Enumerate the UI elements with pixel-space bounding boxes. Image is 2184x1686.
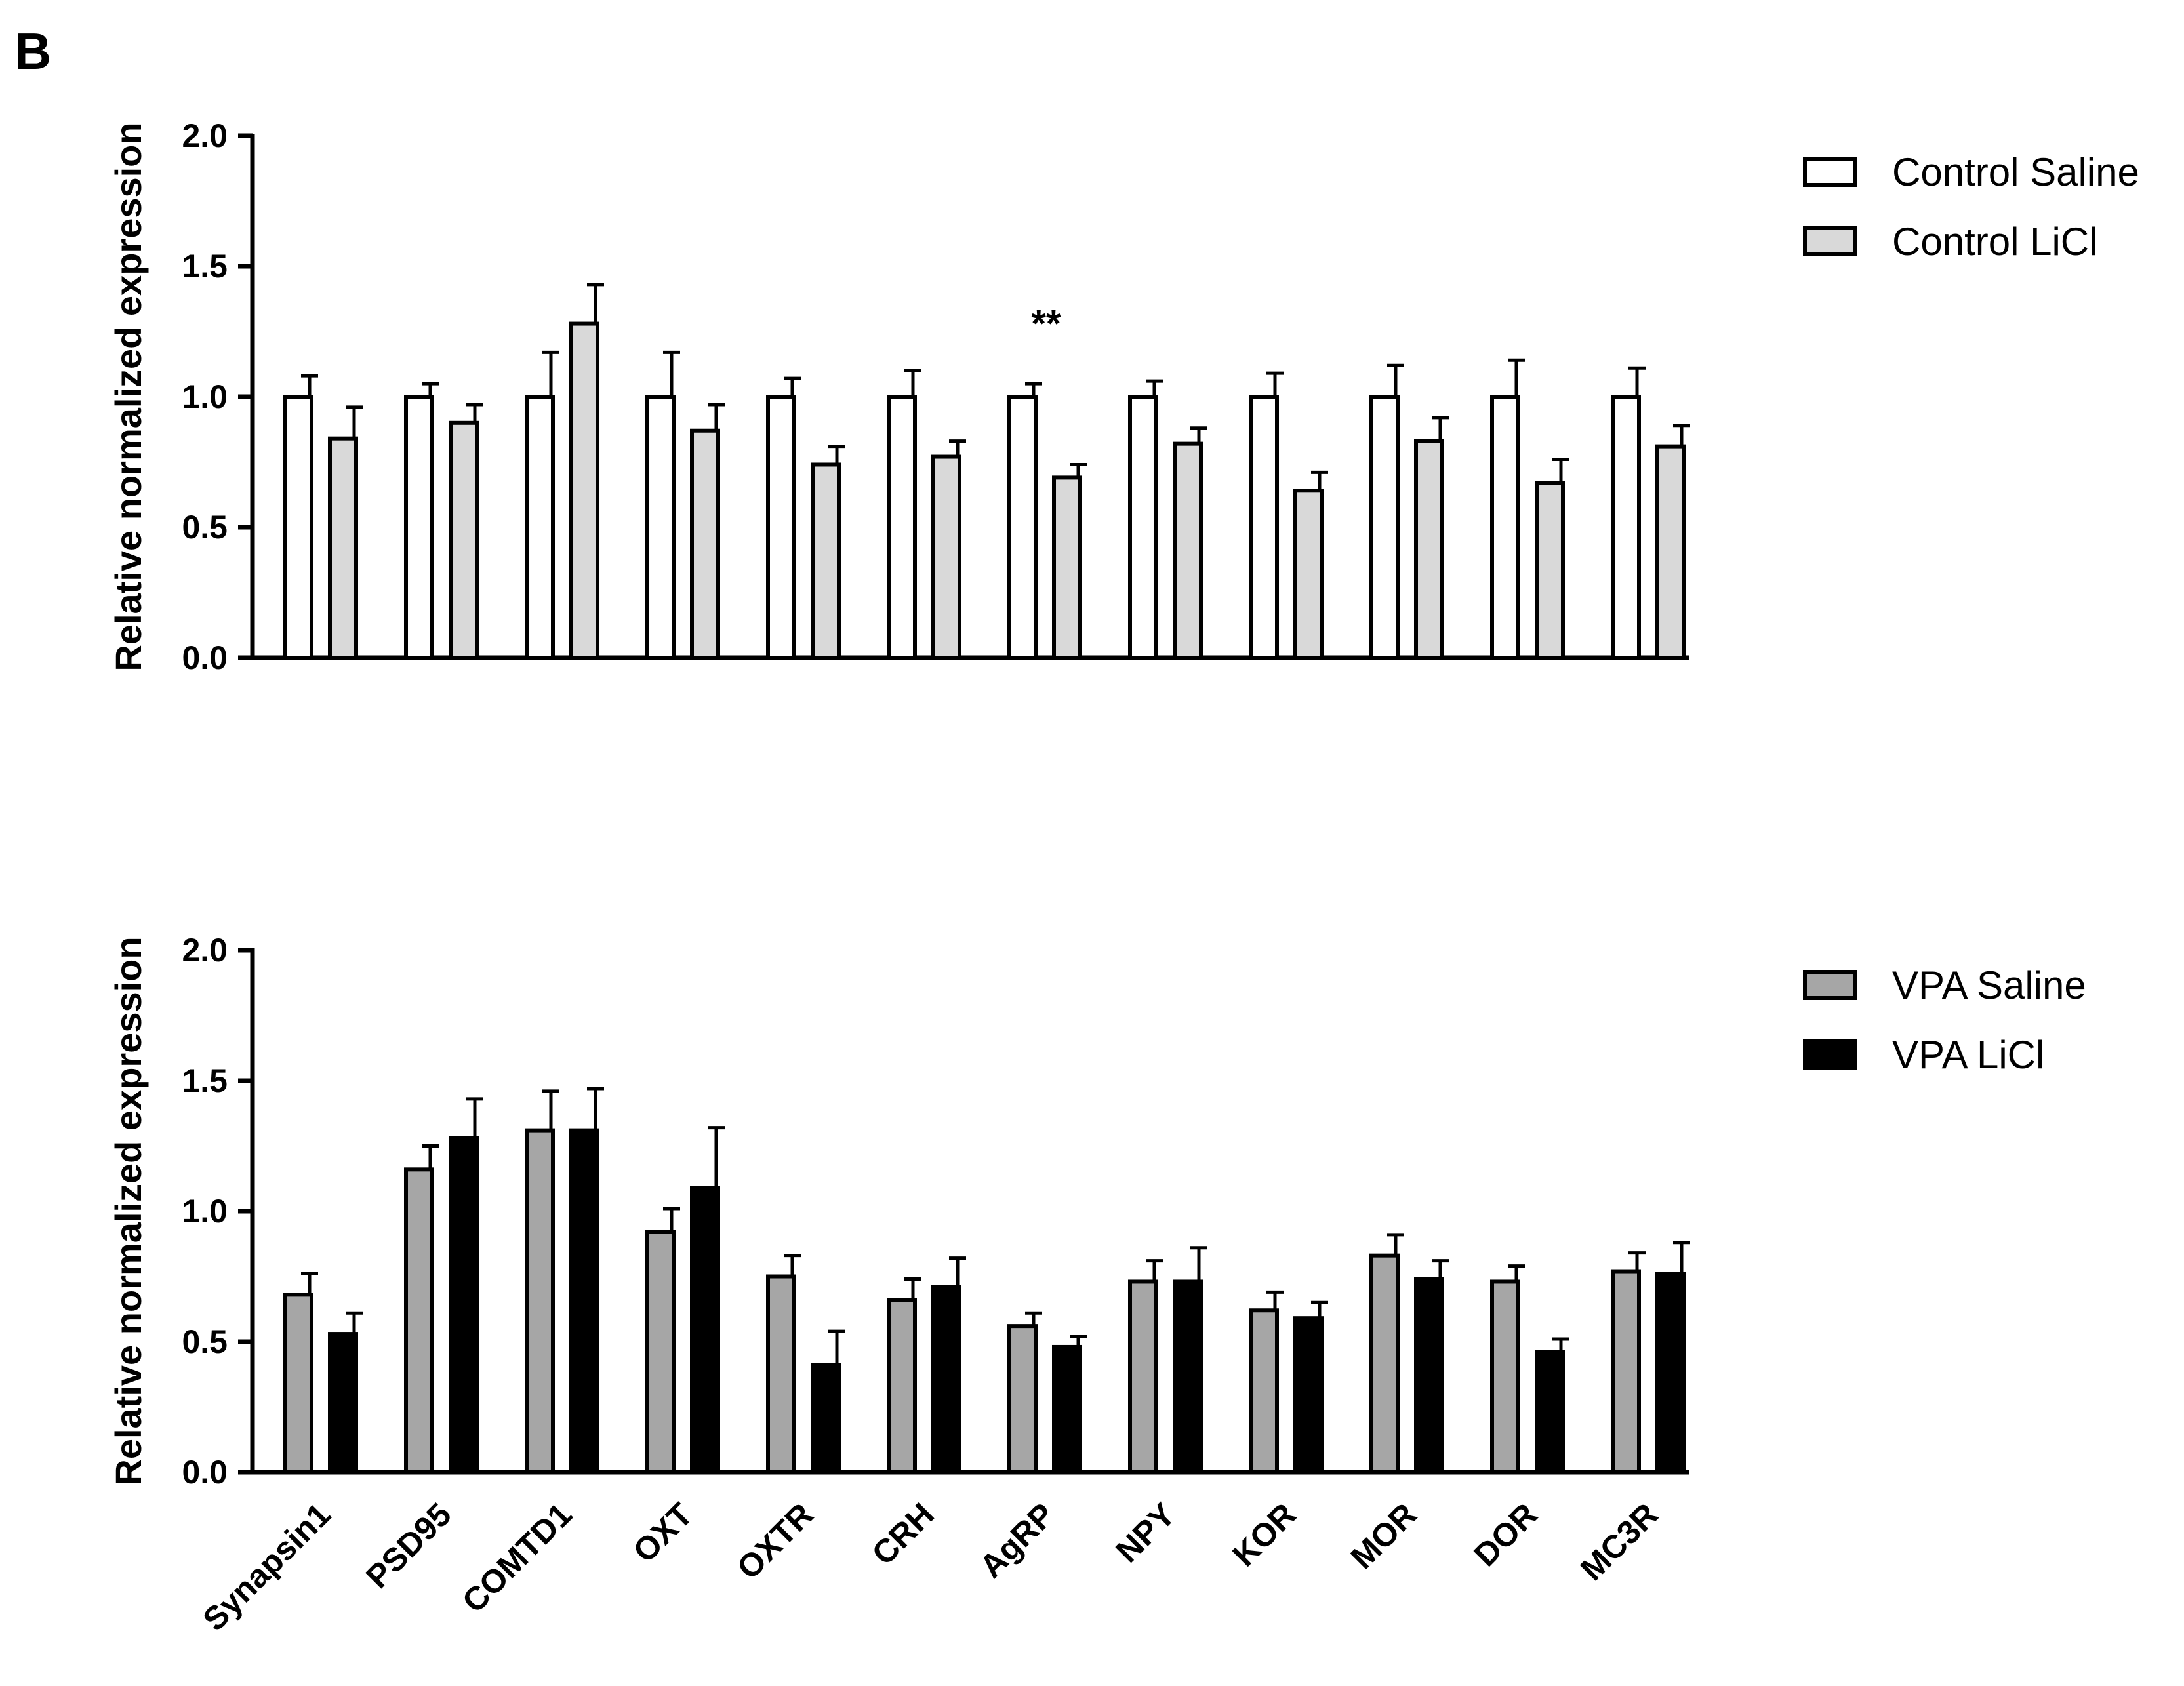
bar-control-licl-mor: [1414, 439, 1444, 660]
bar-control-licl-agrp: [1052, 475, 1082, 660]
bar-control-saline-oxtr: [766, 395, 796, 660]
bar-vpa-saline-synapsin1: [283, 1293, 313, 1474]
x-tick-label-comtd1: COMTD1: [455, 1496, 579, 1620]
bar-vpa-saline-agrp: [1007, 1324, 1038, 1474]
y-axis-title: Relative normalized expression: [108, 122, 149, 671]
panel-letter: B: [14, 22, 51, 80]
legend-swatch-control-licl: [1803, 226, 1857, 256]
y-tick-label: 0.5: [182, 509, 228, 546]
bar-control-licl-comtd1: [569, 321, 599, 660]
y-tick-label: 1.5: [182, 1062, 228, 1099]
bar-control-licl-crh: [931, 454, 961, 660]
legend-swatch-vpa-saline: [1803, 970, 1857, 1000]
bar-vpa-licl-dor: [1535, 1350, 1565, 1474]
bar-control-licl-mc3r: [1655, 444, 1686, 660]
bar-control-licl-oxt: [690, 428, 720, 660]
bar-vpa-licl-npy: [1173, 1279, 1203, 1474]
bar-vpa-saline-comtd1: [525, 1128, 555, 1474]
bar-control-saline-crh: [887, 395, 917, 660]
x-tick-label-oxt: OXT: [626, 1496, 699, 1569]
bar-control-saline-kor: [1249, 395, 1279, 660]
bar-vpa-saline-mor: [1369, 1253, 1400, 1475]
chart-vpa: 0.0 0.5 1.0 1.5 2.0 Relative normalized expre…: [108, 932, 2086, 1638]
y-axis-title: Relative normalized expression: [108, 936, 149, 1485]
x-tick-label-kor: KOR: [1226, 1496, 1303, 1573]
y-tick-label: 0.0: [182, 1454, 228, 1491]
bar-control-licl-npy: [1173, 441, 1203, 660]
x-tick-label-dor: DOR: [1467, 1496, 1545, 1573]
x-tick-label-agrp: AgRP: [973, 1496, 1062, 1585]
bar-control-saline-agrp: [1007, 395, 1038, 660]
bar-control-saline-psd95: [404, 395, 434, 660]
x-tick-label-synapsin1: Synapsin1: [195, 1496, 337, 1637]
bar-vpa-licl-oxt: [690, 1186, 720, 1475]
bar-vpa-saline-oxt: [645, 1230, 676, 1474]
bar-control-licl-synapsin1: [328, 436, 358, 660]
y-tick-label: 1.0: [182, 1193, 228, 1230]
bar-vpa-licl-comtd1: [569, 1128, 599, 1474]
x-tick-label-oxtr: OXTR: [730, 1496, 820, 1586]
legend-label-control-licl: Control LiCl: [1892, 220, 2097, 264]
x-tick-label-mor: MOR: [1344, 1496, 1424, 1576]
y-tick-label: 0.5: [182, 1323, 228, 1360]
legend-label-control-saline: Control Saline: [1892, 150, 2139, 194]
chart-control: 0.0 0.5 1.0 1.5 2.0 Relative normalized expre…: [108, 117, 2139, 676]
bar-vpa-saline-dor: [1490, 1279, 1520, 1474]
bar-control-saline-oxt: [645, 395, 676, 660]
bar-vpa-licl-mor: [1414, 1277, 1444, 1474]
bar-vpa-saline-psd95: [404, 1167, 434, 1474]
legend-label-vpa-saline: VPA Saline: [1892, 963, 2086, 1007]
legend-swatch-control-saline: [1803, 157, 1857, 187]
bar-vpa-saline-mc3r: [1611, 1269, 1641, 1475]
bar-vpa-saline-crh: [887, 1298, 917, 1474]
x-tick-label-crh: CRH: [865, 1496, 941, 1572]
y-tick-label: 1.5: [182, 248, 228, 285]
bar-vpa-licl-psd95: [449, 1136, 479, 1475]
bar-vpa-licl-mc3r: [1655, 1272, 1686, 1475]
y-tick-label: 0.0: [182, 639, 228, 676]
bar-vpa-saline-npy: [1128, 1279, 1158, 1474]
bar-vpa-licl-kor: [1293, 1316, 1324, 1475]
bar-vpa-licl-crh: [931, 1285, 961, 1475]
bar-control-saline-npy: [1128, 395, 1158, 660]
y-tick-label: 1.0: [182, 378, 228, 415]
bar-vpa-saline-kor: [1249, 1308, 1279, 1474]
bar-vpa-licl-agrp: [1052, 1344, 1082, 1474]
bar-control-licl-dor: [1535, 481, 1565, 660]
bar-control-saline-mc3r: [1611, 395, 1641, 660]
bar-control-licl-kor: [1293, 489, 1324, 660]
bar-control-saline-synapsin1: [283, 395, 313, 660]
bar-vpa-licl-oxtr: [811, 1363, 841, 1475]
y-tick-label: 2.0: [182, 117, 228, 154]
legend-label-vpa-licl: VPA LiCl: [1892, 1033, 2044, 1077]
x-tick-label-npy: NPY: [1108, 1496, 1182, 1569]
bar-control-saline-mor: [1369, 395, 1400, 660]
bar-vpa-saline-oxtr: [766, 1274, 796, 1474]
x-tick-label-mc3r: MC3R: [1573, 1496, 1665, 1588]
x-tick-label-psd95: PSD95: [359, 1496, 458, 1596]
bar-control-saline-dor: [1490, 395, 1520, 660]
significance-marker: **: [1031, 303, 1061, 346]
y-tick-label: 2.0: [182, 932, 228, 969]
bar-control-saline-comtd1: [525, 395, 555, 660]
bar-control-licl-psd95: [449, 420, 479, 660]
legend-swatch-vpa-licl: [1803, 1039, 1857, 1070]
bar-control-licl-oxtr: [811, 462, 841, 660]
bar-vpa-licl-synapsin1: [328, 1332, 358, 1475]
